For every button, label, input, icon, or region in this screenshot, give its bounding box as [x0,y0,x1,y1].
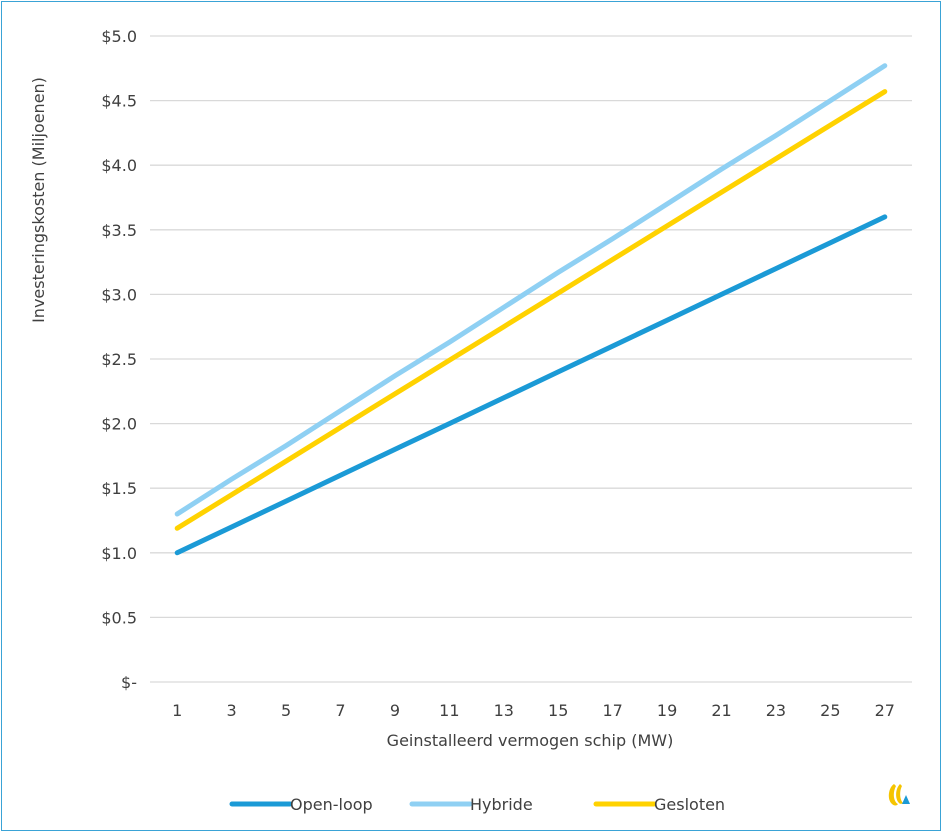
legend-label: Gesloten [654,795,725,814]
x-tick-label: 25 [820,701,840,720]
y-tick-label: $1.5 [101,479,137,498]
y-tick-label: $1.0 [101,544,137,563]
x-tick-label: 9 [390,701,400,720]
x-tick-label: 17 [602,701,622,720]
y-tick-label: $- [121,673,137,692]
y-tick-label: $2.0 [101,415,137,434]
x-tick-label: 1 [172,701,182,720]
x-tick-label: 21 [711,701,731,720]
x-tick-label: 13 [494,701,514,720]
y-tick-label: $0.5 [101,608,137,627]
y-axis-title: Investeringskosten (Miljoenen) [29,77,48,323]
legend: Open-loop Hybride Gesloten [229,795,725,814]
brand-logo-icon [888,784,910,806]
y-tick-label: $3.5 [101,221,137,240]
y-tick-label: $2.5 [101,350,137,369]
x-tick-label: 15 [548,701,568,720]
series-line-hybride [174,63,888,517]
y-tick-label: $5.0 [101,27,137,46]
x-tick-label: 19 [657,701,677,720]
x-tick-label: 3 [227,701,237,720]
x-axis-tick-labels: 1 3 5 7 9 11 13 15 17 19 21 23 25 27 [172,701,895,720]
y-tick-label: $3.0 [101,285,137,304]
y-tick-label: $4.0 [101,156,137,175]
gridlines [150,35,912,619]
series-line-open-loop [174,214,888,556]
x-tick-label: 11 [439,701,459,720]
series-lines [174,63,888,556]
x-tick-label: 5 [281,701,291,720]
x-tick-label: 27 [875,701,895,720]
x-axis-title: Geinstalleerd vermogen schip (MW) [387,731,674,750]
x-tick-label: 7 [335,701,345,720]
legend-label: Hybride [470,795,533,814]
series-line-gesloten [174,89,888,531]
legend-label: Open-loop [290,795,373,814]
x-tick-label: 23 [766,701,786,720]
y-tick-label: $4.5 [101,92,137,111]
y-axis-tick-labels: $- $0.5 $1.0 $1.5 $2.0 $2.5 $3.0 $3.5 $4.0 $4.5 $5… [101,27,137,692]
